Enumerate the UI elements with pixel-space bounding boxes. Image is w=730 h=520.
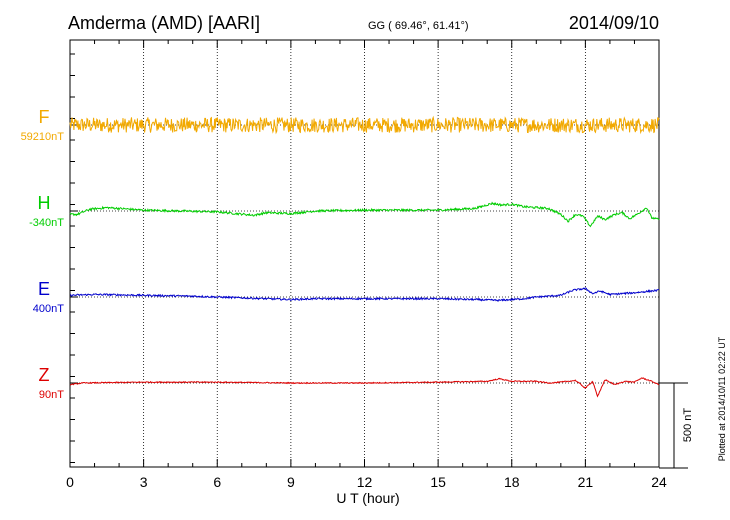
series-baseline-e: 400nT xyxy=(33,303,64,315)
x-tick-label: 12 xyxy=(357,474,373,490)
series-baseline-z: 90nT xyxy=(39,389,64,401)
series-labels: F 59210nT H -340nT E 400nT Z 90nT xyxy=(21,107,65,401)
x-tick-labels: 0 3 6 9 12 15 18 21 24 xyxy=(66,474,667,490)
plot-date: 2014/09/10 xyxy=(569,13,659,33)
trace-z xyxy=(69,377,660,398)
x-tick-label: 3 xyxy=(140,474,148,490)
x-tick-label: 24 xyxy=(651,474,667,490)
series-name-e: E xyxy=(38,279,50,299)
series-baseline-h: -340nT xyxy=(29,217,64,229)
x-tick-label: 9 xyxy=(287,474,295,490)
plotted-timestamp: Plotted at 2014/10/11 02:22 UT xyxy=(717,336,727,461)
x-tick-label: 0 xyxy=(66,474,74,490)
x-tick-label: 15 xyxy=(430,474,446,490)
station-coordinates: GG ( 69.46°, 61.41°) xyxy=(368,20,469,32)
series-name-z: Z xyxy=(39,365,50,385)
grid xyxy=(70,40,659,467)
series-name-h: H xyxy=(38,193,51,213)
trace-e xyxy=(69,287,660,303)
x-tick-label: 21 xyxy=(578,474,594,490)
axis-ticks xyxy=(69,40,660,467)
scale-bar: 500 nT xyxy=(659,382,694,469)
x-tick-label: 18 xyxy=(504,474,520,490)
station-title: Amderma (AMD) [AARI] xyxy=(68,13,260,33)
trace-f xyxy=(69,115,660,135)
scale-bar-label: 500 nT xyxy=(682,408,694,443)
trace-h xyxy=(69,201,660,228)
x-tick-label: 6 xyxy=(213,474,221,490)
traces xyxy=(69,115,660,398)
series-name-f: F xyxy=(39,107,50,127)
series-baseline-f: 59210nT xyxy=(21,131,65,143)
x-axis-label: U T (hour) xyxy=(336,490,399,506)
